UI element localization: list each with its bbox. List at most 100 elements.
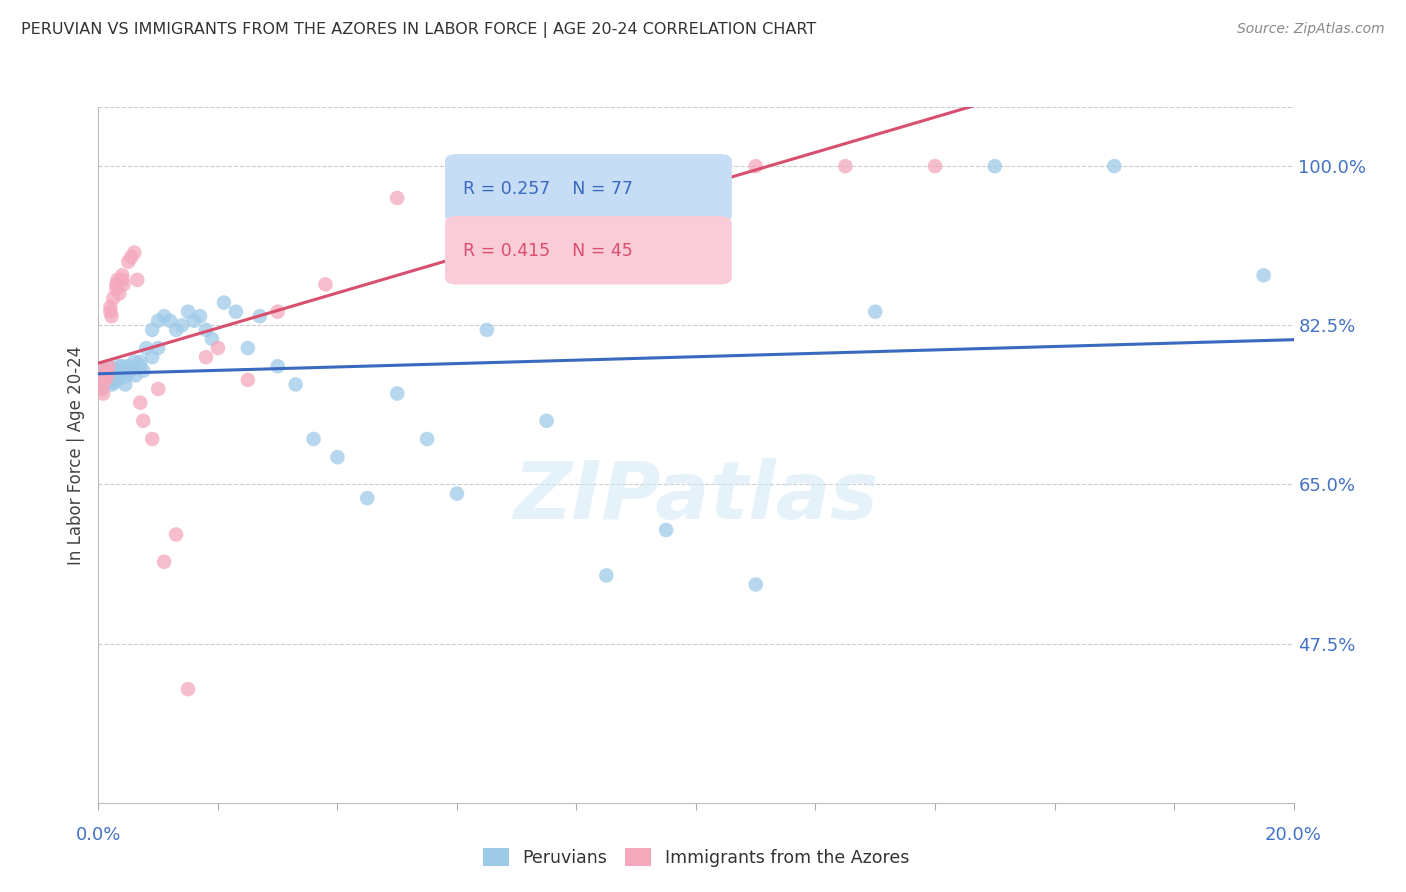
Point (446, 486, 468, 500)
Point (111, 268, 134, 283)
Point (626, 159, 648, 173)
Point (315, 277, 337, 292)
Point (108, 367, 131, 381)
Point (97, 373, 120, 387)
Point (267, 359, 290, 374)
Point (745, 159, 768, 173)
Text: R = 0.257    N = 77: R = 0.257 N = 77 (463, 180, 633, 198)
Point (236, 373, 259, 387)
Point (207, 341, 229, 355)
Point (96, 364, 118, 378)
Point (105, 368, 128, 383)
Point (96, 368, 118, 383)
Point (135, 341, 157, 355)
Point (100, 300, 122, 314)
Point (118, 364, 141, 378)
Point (148, 382, 170, 396)
Point (105, 282, 128, 296)
Point (111, 273, 134, 287)
FancyBboxPatch shape (444, 216, 733, 285)
Text: Source: ZipAtlas.com: Source: ZipAtlas.com (1237, 22, 1385, 37)
Point (595, 568, 617, 582)
Point (225, 304, 247, 318)
Text: 0.0%: 0.0% (76, 825, 121, 844)
Point (177, 682, 200, 697)
Point (101, 373, 124, 387)
Point (834, 159, 856, 173)
Point (117, 254, 139, 268)
Point (120, 250, 142, 264)
Point (148, 314, 170, 328)
Text: R = 0.415    N = 45: R = 0.415 N = 45 (463, 242, 633, 260)
Point (416, 432, 439, 446)
Point (91, 377, 114, 392)
Point (127, 273, 149, 287)
Point (1104, 159, 1126, 173)
FancyBboxPatch shape (444, 154, 733, 222)
Point (177, 304, 200, 318)
Point (96, 370, 118, 384)
Point (924, 159, 946, 173)
Point (132, 414, 155, 428)
Point (117, 359, 139, 374)
Point (112, 370, 135, 384)
Point (249, 310, 271, 324)
Point (475, 159, 498, 173)
Point (124, 354, 146, 368)
Point (655, 523, 678, 537)
Point (124, 368, 146, 383)
Point (159, 314, 181, 328)
Point (93, 379, 115, 393)
Text: 20.0%: 20.0% (1265, 825, 1322, 844)
Point (94, 368, 117, 383)
Point (93, 376, 115, 390)
Point (356, 491, 378, 505)
Point (100, 304, 122, 318)
Point (201, 332, 224, 346)
Point (326, 450, 349, 465)
Point (100, 367, 122, 381)
Point (165, 323, 187, 337)
Point (536, 414, 558, 428)
Point (865, 304, 887, 318)
Point (153, 310, 176, 324)
Point (1253, 268, 1275, 283)
Point (91, 368, 114, 383)
Point (195, 350, 218, 364)
Point (93, 368, 115, 383)
Point (141, 432, 163, 446)
Point (94, 373, 117, 387)
Point (90, 373, 112, 387)
Point (105, 364, 128, 378)
Point (565, 159, 588, 173)
Point (107, 373, 129, 387)
Point (114, 377, 136, 392)
Point (236, 341, 259, 355)
Point (141, 350, 163, 364)
Text: ZIPatlas: ZIPatlas (513, 458, 879, 536)
Text: PERUVIAN VS IMMIGRANTS FROM THE AZORES IN LABOR FORCE | AGE 20-24 CORRELATION CH: PERUVIAN VS IMMIGRANTS FROM THE AZORES I… (21, 22, 817, 38)
Point (124, 361, 146, 376)
Point (129, 359, 152, 374)
Point (103, 291, 125, 305)
Point (101, 377, 124, 392)
Point (103, 376, 125, 390)
Point (100, 310, 122, 324)
Point (212, 295, 235, 310)
Point (90, 377, 112, 392)
Point (284, 377, 307, 392)
Point (90, 377, 112, 392)
Point (141, 323, 163, 337)
Point (90, 382, 112, 396)
Point (117, 367, 139, 381)
Point (195, 323, 218, 337)
Point (111, 359, 134, 374)
Point (103, 368, 125, 383)
Point (105, 277, 128, 292)
Point (148, 341, 170, 355)
Point (96, 368, 118, 383)
Point (112, 277, 135, 292)
Point (111, 364, 134, 378)
Legend: Peruvians, Immigrants from the Azores: Peruvians, Immigrants from the Azores (475, 841, 917, 874)
Point (91, 373, 114, 387)
